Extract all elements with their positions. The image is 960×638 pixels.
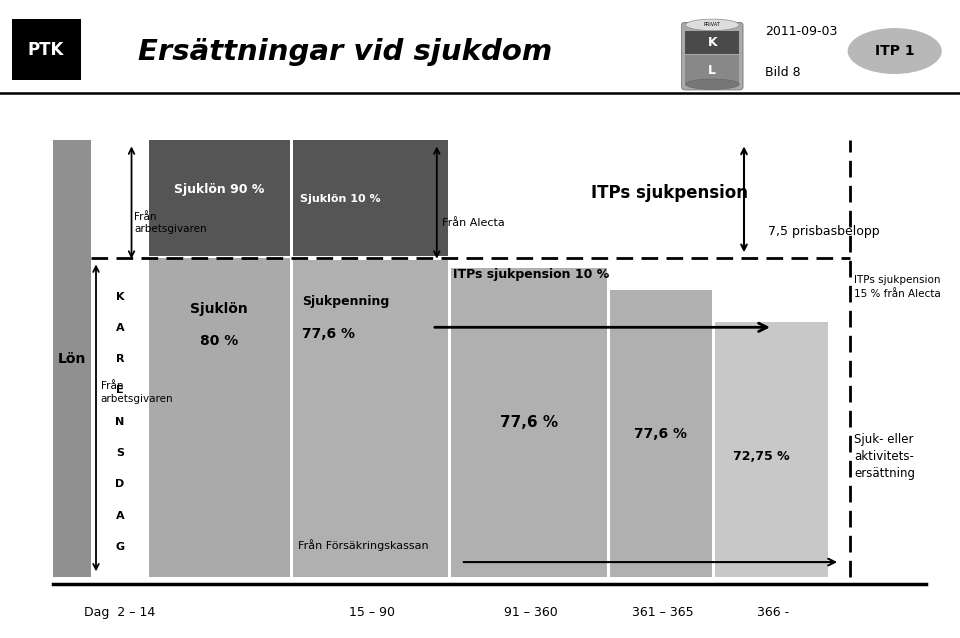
Text: 77,6 %: 77,6 %: [302, 327, 355, 341]
Bar: [293, 260, 448, 577]
Text: Sjuklön: Sjuklön: [190, 302, 249, 316]
Ellipse shape: [685, 79, 739, 89]
Text: A: A: [116, 510, 124, 521]
Bar: [685, 55, 739, 84]
Text: ITP 1: ITP 1: [875, 44, 915, 58]
Text: 2011-09-03: 2011-09-03: [765, 26, 837, 38]
Bar: [0, 0, 960, 93]
Text: 80 %: 80 %: [201, 334, 238, 348]
Text: 72,75 %: 72,75 %: [733, 450, 790, 463]
Text: 77,6 %: 77,6 %: [500, 415, 558, 430]
Text: PTK: PTK: [28, 41, 64, 59]
Bar: [715, 322, 828, 577]
Text: Från
arbetsgivaren: Från arbetsgivaren: [134, 212, 207, 235]
Text: Lön: Lön: [58, 352, 86, 366]
Text: K: K: [116, 292, 124, 302]
FancyBboxPatch shape: [682, 22, 743, 90]
Text: ITPs sjukpension: ITPs sjukpension: [591, 184, 748, 202]
Bar: [610, 290, 712, 577]
Text: Bild 8: Bild 8: [765, 66, 801, 78]
Text: S: S: [116, 448, 124, 458]
Text: Från Alecta: Från Alecta: [442, 218, 504, 228]
Text: Sjuklön 10 %: Sjuklön 10 %: [300, 195, 381, 204]
Text: Från
arbetsgivaren: Från arbetsgivaren: [101, 381, 174, 404]
Text: 361 – 365: 361 – 365: [632, 606, 693, 619]
Bar: [12, 19, 81, 80]
Bar: [293, 140, 448, 256]
Text: R: R: [116, 354, 124, 364]
Text: N: N: [115, 417, 125, 427]
Text: Sjuk- eller
aktivitets-
ersättning: Sjuk- eller aktivitets- ersättning: [854, 433, 916, 480]
Text: Från Försäkringskassan: Från Försäkringskassan: [298, 540, 428, 551]
Text: ITPs sjukpension
15 % från Alecta: ITPs sjukpension 15 % från Alecta: [854, 276, 941, 299]
Text: ITPs sjukpension 10 %: ITPs sjukpension 10 %: [453, 268, 610, 281]
Text: Sjukpenning: Sjukpenning: [302, 295, 390, 308]
Text: L: L: [708, 64, 716, 77]
Text: PRIVAT: PRIVAT: [704, 22, 721, 27]
Text: E: E: [116, 385, 124, 396]
Text: D: D: [115, 479, 125, 489]
Text: 77,6 %: 77,6 %: [635, 427, 687, 441]
Text: G: G: [115, 542, 125, 552]
Text: Ersättningar vid sjukdom: Ersättningar vid sjukdom: [138, 38, 553, 66]
Bar: [53, 140, 91, 577]
Text: Dag  2 – 14: Dag 2 – 14: [84, 606, 156, 619]
Text: 15 – 90: 15 – 90: [349, 606, 395, 619]
Bar: [149, 258, 290, 577]
Bar: [451, 268, 607, 577]
Bar: [685, 31, 739, 54]
Ellipse shape: [848, 28, 942, 74]
Text: K: K: [708, 36, 717, 48]
Text: 366 -: 366 -: [756, 606, 789, 619]
Text: A: A: [116, 323, 124, 333]
Text: Sjuklön 90 %: Sjuklön 90 %: [174, 183, 265, 197]
Ellipse shape: [685, 19, 739, 31]
Text: 7,5 prisbasbelopp: 7,5 prisbasbelopp: [768, 225, 879, 238]
Bar: [149, 140, 290, 256]
Text: 91 – 360: 91 – 360: [504, 606, 557, 619]
